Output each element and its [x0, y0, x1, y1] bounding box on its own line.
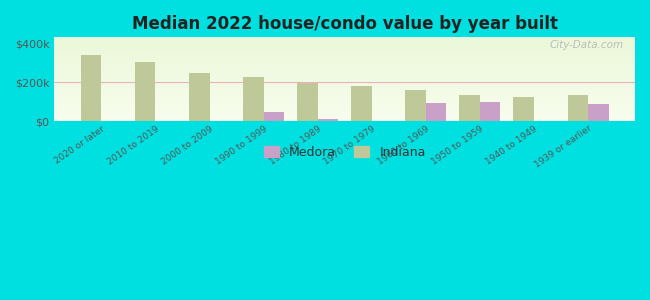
Bar [81, 55, 101, 121]
Bar [55, 86, 635, 88]
Bar [55, 61, 635, 62]
Bar [55, 54, 635, 56]
Bar [55, 37, 635, 39]
Bar [55, 76, 635, 78]
Bar [55, 81, 635, 83]
Bar [55, 46, 635, 47]
Bar [55, 41, 635, 42]
Bar [55, 74, 635, 76]
Bar [55, 71, 635, 73]
Bar [55, 78, 635, 79]
Bar [55, 42, 635, 44]
Bar [567, 95, 588, 121]
Bar [55, 73, 635, 74]
Bar [55, 93, 635, 94]
Bar [55, 91, 635, 93]
Bar [55, 101, 635, 103]
Bar [406, 90, 426, 121]
Bar [55, 49, 635, 51]
Bar [264, 112, 284, 121]
Bar [514, 98, 534, 121]
Bar [55, 84, 635, 86]
Bar [55, 96, 635, 98]
Bar [55, 110, 635, 111]
Bar [55, 115, 635, 116]
Title: Median 2022 house/condo value by year built: Median 2022 house/condo value by year bu… [132, 15, 558, 33]
Bar [55, 108, 635, 109]
Bar [55, 69, 635, 71]
Bar [243, 77, 264, 121]
Bar [351, 85, 372, 121]
Bar [588, 104, 608, 121]
Text: City-Data.com: City-Data.com [549, 40, 623, 50]
Bar [55, 52, 635, 54]
Bar [55, 104, 635, 106]
Bar [55, 47, 635, 49]
Bar [55, 58, 635, 59]
Bar [189, 73, 209, 121]
Bar [55, 113, 635, 115]
Bar [460, 95, 480, 121]
Bar [55, 94, 635, 96]
Bar [135, 62, 155, 121]
Bar [426, 103, 447, 121]
Bar [297, 83, 318, 121]
Bar [55, 120, 635, 121]
Bar [55, 68, 635, 69]
Bar [318, 119, 338, 121]
Bar [55, 39, 635, 41]
Bar [55, 111, 635, 113]
Bar [55, 62, 635, 64]
Bar [480, 102, 500, 121]
Bar [55, 83, 635, 84]
Bar [55, 99, 635, 101]
Bar [55, 51, 635, 52]
Bar [55, 64, 635, 66]
Bar [55, 66, 635, 68]
Bar [55, 98, 635, 99]
Bar [55, 103, 635, 104]
Bar [55, 59, 635, 61]
Bar [55, 88, 635, 89]
Bar [55, 106, 635, 108]
Bar [55, 118, 635, 120]
Bar [55, 89, 635, 91]
Bar [55, 116, 635, 118]
Bar [55, 44, 635, 46]
Legend: Medora, Indiana: Medora, Indiana [259, 141, 431, 164]
Bar [55, 56, 635, 58]
Bar [55, 79, 635, 81]
